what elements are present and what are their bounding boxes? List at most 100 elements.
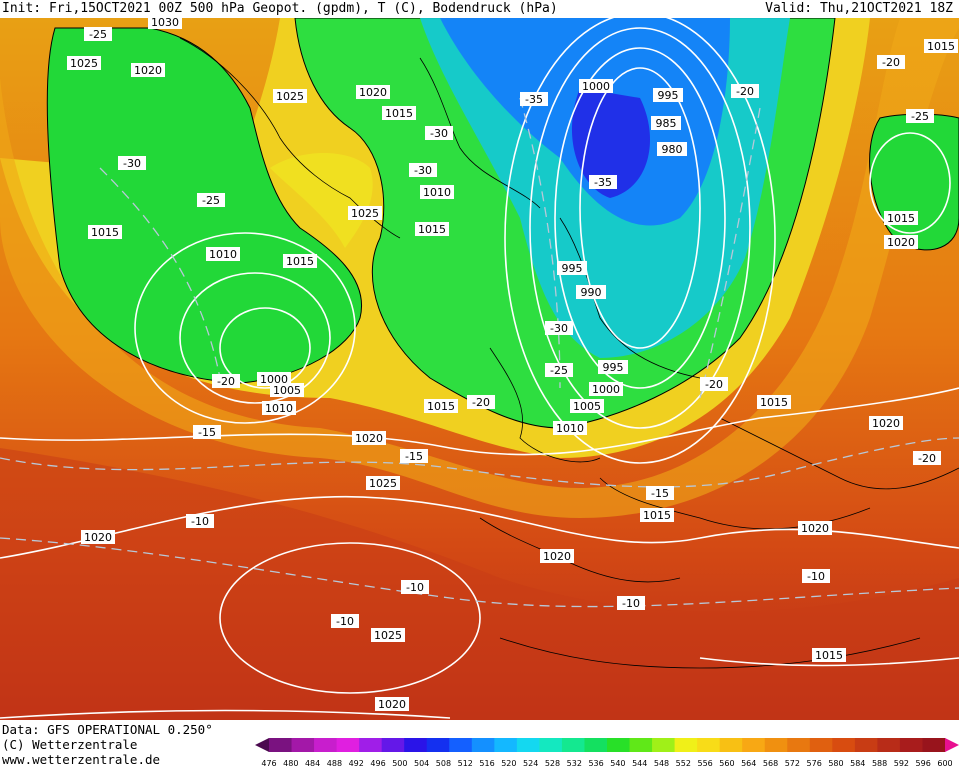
data-source-label: Data: GFS OPERATIONAL 0.250° xyxy=(2,722,213,737)
svg-text:1010: 1010 xyxy=(209,248,237,261)
svg-text:-20: -20 xyxy=(472,396,490,409)
colorbar-tick-label: 580 xyxy=(828,759,843,768)
temperature-label: -15 xyxy=(646,486,674,500)
pressure-label: 1015 xyxy=(424,399,458,413)
svg-text:995: 995 xyxy=(658,89,679,102)
colorbar-swatch xyxy=(742,738,766,752)
warm-band xyxy=(0,448,959,720)
svg-text:1020: 1020 xyxy=(355,432,383,445)
colorbar-arrow-left xyxy=(255,738,269,752)
colorbar-tick-label: 600 xyxy=(937,759,952,768)
svg-text:-25: -25 xyxy=(202,194,220,207)
pressure-label: 1010 xyxy=(553,421,587,435)
svg-text:-10: -10 xyxy=(622,597,640,610)
colorbar-swatch xyxy=(877,738,901,752)
svg-text:1015: 1015 xyxy=(385,107,413,120)
colorbar-tick-label: 500 xyxy=(392,759,407,768)
pressure-label: 990 xyxy=(576,285,606,299)
colorbar-swatch xyxy=(922,738,946,752)
colorbar-tick-label: 540 xyxy=(610,759,625,768)
temperature-label: -30 xyxy=(545,321,573,335)
temperature-label: -25 xyxy=(906,109,934,123)
pressure-labels: 1030 1025 1020 1025 1020 1015 1000 995 9… xyxy=(67,18,958,711)
ridge-patch xyxy=(270,153,373,248)
svg-text:985: 985 xyxy=(656,117,677,130)
colorbar-tick-label: 532 xyxy=(567,759,582,768)
pressure-label: 1020 xyxy=(884,235,918,249)
svg-text:1020: 1020 xyxy=(543,550,571,563)
pressure-label: 1015 xyxy=(640,508,674,522)
svg-text:-20: -20 xyxy=(882,56,900,69)
svg-text:-20: -20 xyxy=(918,452,936,465)
colorbar-arrow-right xyxy=(945,738,959,752)
temperature-label: -35 xyxy=(589,175,617,189)
pressure-label: 1010 xyxy=(206,247,240,261)
svg-text:-10: -10 xyxy=(807,570,825,583)
svg-text:1010: 1010 xyxy=(556,422,584,435)
svg-text:980: 980 xyxy=(662,143,683,156)
colorbar-tick-label: 536 xyxy=(588,759,603,768)
temperature-label: -30 xyxy=(409,163,437,177)
pressure-label: 1015 xyxy=(88,225,122,239)
temperature-label: -25 xyxy=(197,193,225,207)
temperature-label: -30 xyxy=(118,156,146,170)
colorbar-tick-label: 548 xyxy=(654,759,669,768)
valid-label: Valid: Thu,21OCT2021 18Z xyxy=(765,1,953,16)
pressure-label: 1020 xyxy=(131,63,165,77)
svg-text:1020: 1020 xyxy=(872,417,900,430)
colorbar-swatch xyxy=(764,738,788,752)
temperature-label: -20 xyxy=(877,55,905,69)
isotherms xyxy=(0,97,959,608)
temperature-label: -10 xyxy=(186,514,214,528)
svg-text:1025: 1025 xyxy=(70,57,98,70)
colorbar-swatch xyxy=(404,738,428,752)
pressure-label: 1020 xyxy=(375,697,409,711)
pressure-label: 1020 xyxy=(81,530,115,544)
colorbar-tick-label: 568 xyxy=(763,759,778,768)
colorbar-tick-label: 552 xyxy=(676,759,691,768)
colorbar-tick-label: 492 xyxy=(349,759,364,768)
svg-text:-15: -15 xyxy=(651,487,669,500)
svg-text:1000: 1000 xyxy=(582,80,610,93)
pressure-label: 1025 xyxy=(371,628,405,642)
svg-text:-30: -30 xyxy=(414,164,432,177)
colorbar-tick-label: 572 xyxy=(785,759,800,768)
colorbar-swatch xyxy=(719,738,743,752)
svg-text:1025: 1025 xyxy=(276,90,304,103)
pressure-label: 1025 xyxy=(67,56,101,70)
colorbar-tick-label: 516 xyxy=(479,759,494,768)
pressure-label: 985 xyxy=(651,116,681,130)
svg-text:1020: 1020 xyxy=(801,522,829,535)
svg-text:1015: 1015 xyxy=(91,226,119,239)
colorbar-tick-label: 584 xyxy=(850,759,865,768)
colorbar-swatch xyxy=(359,738,383,752)
colorbar-swatch xyxy=(674,738,698,752)
temperature-label: -25 xyxy=(545,363,573,377)
website-link[interactable]: www.wetterzentrale.de xyxy=(2,752,161,767)
colorbar-swatch xyxy=(539,738,563,752)
temperature-label: -15 xyxy=(400,449,428,463)
colorbar-swatch xyxy=(854,738,878,752)
colorbar-swatch xyxy=(652,738,676,752)
colorbar-tick-label: 544 xyxy=(632,759,647,768)
pressure-label: 1000 xyxy=(579,79,613,93)
svg-text:1010: 1010 xyxy=(265,402,293,415)
svg-text:-20: -20 xyxy=(736,85,754,98)
svg-text:1020: 1020 xyxy=(134,64,162,77)
colorbar-swatch xyxy=(494,738,518,752)
colorbar-swatch xyxy=(449,738,473,752)
temperature-label: -10 xyxy=(401,580,429,594)
colorbar-swatch xyxy=(629,738,653,752)
colorbar-tick-label: 576 xyxy=(807,759,822,768)
colorbar-tick-label: 504 xyxy=(414,759,429,768)
temperature-label: -20 xyxy=(212,374,240,388)
pressure-label: 1025 xyxy=(366,476,400,490)
svg-text:1020: 1020 xyxy=(887,236,915,249)
chart-header: Init: Fri,15OCT2021 00Z 500 hPa Geopot. … xyxy=(0,0,959,18)
pressure-label: 1015 xyxy=(924,39,958,53)
svg-text:-10: -10 xyxy=(191,515,209,528)
pressure-label: 1015 xyxy=(884,211,918,225)
svg-text:-10: -10 xyxy=(406,581,424,594)
pressure-label: 1025 xyxy=(348,206,382,220)
